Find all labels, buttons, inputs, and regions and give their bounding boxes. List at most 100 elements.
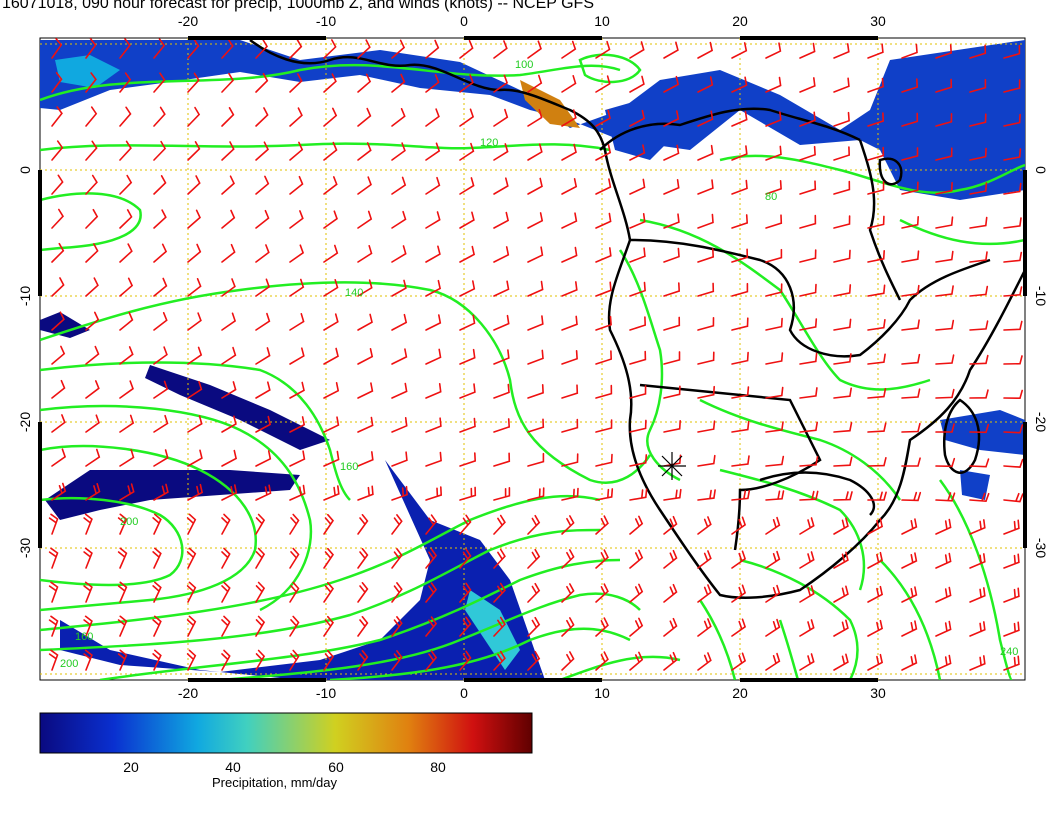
- colorbar-tick: 80: [430, 759, 446, 775]
- wind-barb: [527, 143, 543, 161]
- contour-100-north: [40, 63, 621, 102]
- wind-barb: [629, 617, 644, 637]
- wind-barb: [799, 456, 819, 467]
- wind-barb: [799, 77, 816, 93]
- wind-barb: [48, 581, 59, 603]
- wind-barb: [561, 617, 575, 637]
- wind-barb: [289, 313, 305, 331]
- wind-barb: [561, 109, 577, 127]
- wind-barb: [833, 111, 850, 127]
- wind-barb: [663, 351, 681, 365]
- wind-barb: [731, 618, 747, 637]
- namibia-borders: [639, 383, 822, 551]
- wind-barb: [527, 384, 544, 399]
- wind-barb: [867, 250, 885, 263]
- colorbar-label: Precipitation, mm/day: [212, 775, 337, 790]
- colorbar-tick: 60: [328, 759, 344, 775]
- wind-barb: [527, 40, 542, 59]
- wind-barb: [1003, 286, 1023, 297]
- wind-barb: [391, 582, 403, 603]
- wind-barb: [187, 380, 203, 399]
- wind-barb: [323, 244, 339, 263]
- wind-barb: [152, 513, 162, 535]
- wind-barb: [731, 351, 749, 365]
- wind-barb: [935, 354, 955, 365]
- wind-barb: [561, 487, 579, 501]
- wind-barb: [561, 246, 578, 263]
- wind-barb: [391, 650, 403, 671]
- wind-barb: [289, 141, 304, 161]
- lat-tick-right: -20: [1033, 412, 1049, 432]
- wind-barb: [1003, 621, 1020, 637]
- wind-barb: [595, 40, 611, 59]
- wind-barb: [119, 243, 133, 263]
- wind-barb: [357, 279, 373, 297]
- wind-barb: [799, 619, 815, 637]
- wind-barb: [765, 652, 781, 671]
- wind-barb: [595, 419, 613, 433]
- wind-barb: [561, 315, 578, 331]
- contour-200: [40, 444, 257, 612]
- wind-barb: [799, 214, 817, 229]
- wind-barb: [493, 418, 511, 433]
- wind-barb: [629, 488, 648, 501]
- wind-barb: [595, 178, 612, 195]
- wind-barb: [527, 74, 543, 93]
- wind-barb: [629, 247, 646, 263]
- wind-barb: [187, 483, 204, 501]
- wind-barb: [1003, 182, 1022, 195]
- wind-barb: [663, 179, 680, 195]
- wind-barb: [595, 384, 613, 399]
- wind-barb: [119, 311, 134, 331]
- wind-barb: [935, 285, 954, 297]
- wind-barb: [357, 39, 371, 59]
- wind-barb: [119, 140, 132, 161]
- wind-barb: [595, 212, 612, 229]
- contour-label-120: 120: [480, 137, 498, 149]
- wind-barb: [527, 418, 545, 433]
- wind-barb: [357, 548, 369, 569]
- contour-africa-240: [739, 558, 859, 680]
- wind-barb: [186, 547, 197, 569]
- wind-barb: [561, 281, 578, 297]
- wind-barb: [289, 244, 305, 263]
- wind-barb: [459, 211, 475, 229]
- wind-barb: [85, 448, 101, 467]
- wind-barb: [186, 615, 197, 637]
- wind-barb: [493, 280, 510, 297]
- wind-barb: [969, 147, 987, 161]
- wind-barb: [323, 347, 339, 365]
- wind-barb: [459, 417, 476, 433]
- central-borders: [629, 238, 991, 358]
- wind-barb: [357, 582, 369, 603]
- wind-barb: [85, 243, 99, 263]
- wind-barb: [833, 215, 851, 229]
- wind-barb: [221, 209, 236, 229]
- wind-barb: [425, 616, 438, 637]
- wind-barb: [493, 143, 509, 161]
- wind-barb: [459, 108, 475, 127]
- wind-barb: [969, 492, 990, 503]
- lon-tick-bottom: -10: [316, 685, 336, 701]
- wind-barb: [85, 483, 101, 501]
- wind-barb: [425, 245, 441, 263]
- contour-east-4: [778, 619, 800, 680]
- lat-tick-left: -30: [17, 538, 33, 558]
- wind-barb: [731, 455, 750, 467]
- wind-barb: [731, 110, 748, 127]
- wind-barb: [629, 178, 646, 195]
- wind-barb: [221, 581, 231, 603]
- wind-barb: [629, 213, 646, 229]
- contour-s3: [99, 558, 621, 680]
- wind-barb: [867, 215, 885, 229]
- wind-barb: [493, 616, 506, 637]
- contour-s5: [329, 627, 631, 680]
- wind-barb: [1003, 553, 1020, 569]
- wind-barb: [731, 179, 748, 195]
- wind-barb: [221, 243, 236, 263]
- wind-barb: [1003, 587, 1020, 603]
- wind-barb: [1003, 320, 1023, 331]
- wind-barb: [493, 314, 510, 331]
- wind-barb: [731, 76, 748, 93]
- wind-barb: [969, 621, 986, 637]
